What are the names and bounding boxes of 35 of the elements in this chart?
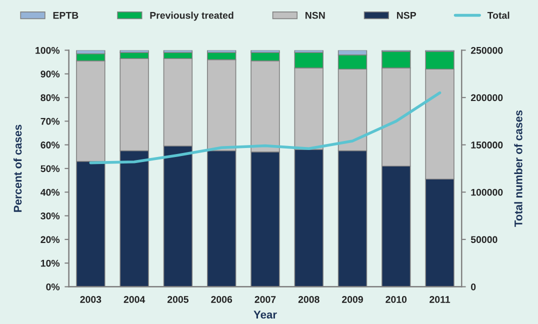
legend-label: NSP (397, 12, 416, 19)
y-axis-title: Percent of cases (14, 124, 22, 212)
y-tick-label: 10% (40, 260, 60, 267)
line-series (89, 91, 442, 164)
y-tick-label: 90% (40, 70, 60, 78)
x-tick-label: 2010 (386, 296, 407, 303)
y-tick-label: 20% (40, 236, 60, 244)
y2-tick-label: 250000 (470, 46, 503, 54)
x-tick-label: 2008 (298, 296, 320, 303)
y-tick-label: 100% (36, 46, 60, 54)
y2-axis-title: Total number of cases (514, 110, 522, 227)
y-tick-label: 50% (40, 165, 60, 172)
y-tick-label: 60% (40, 142, 60, 148)
legend-label: NSN (306, 12, 325, 19)
legend-label: EPTB (53, 12, 78, 19)
x-tick-label: 2003 (80, 296, 102, 303)
x-tick-label: 2006 (211, 296, 232, 303)
y-tick-label: 70% (40, 118, 60, 125)
x-tick-label: 2011 (430, 296, 450, 303)
y2-tick-label: 200000 (470, 94, 503, 102)
y2-tick-label: 50000 (470, 236, 498, 244)
legend-label: Previously treated (150, 12, 234, 21)
y-tick-label: 80% (40, 94, 60, 102)
x-tick-label: 2007 (254, 296, 276, 303)
y2-tick-label: 0 (471, 283, 476, 290)
y2-tick-label: 150000 (471, 142, 503, 148)
legend-label: Total (487, 12, 510, 19)
y-tick-label: 30% (40, 212, 60, 220)
x-axis-title: Year (254, 310, 277, 319)
x-tick-label: 2009 (342, 296, 363, 303)
x-tick-label: 2004 (124, 296, 146, 303)
x-tick-label: 2005 (167, 296, 189, 303)
y-tick-label: 40% (40, 188, 60, 196)
y2-tick-label: 100000 (471, 188, 503, 196)
y-tick-label: 0% (46, 283, 60, 290)
